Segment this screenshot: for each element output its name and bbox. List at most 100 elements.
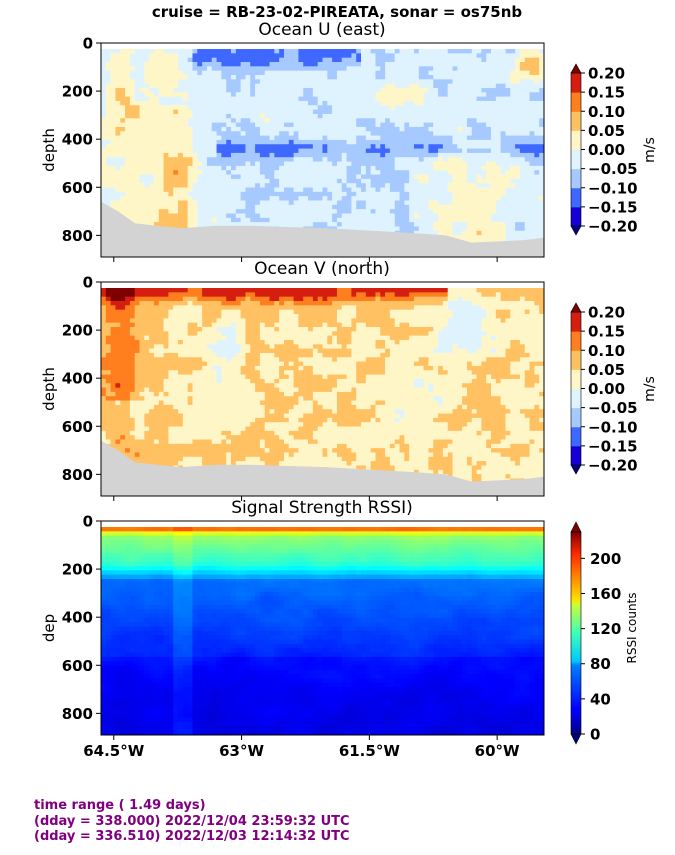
heatmap-cell xyxy=(298,126,304,132)
heatmap-cell xyxy=(139,426,145,432)
heatmap-cell xyxy=(404,131,410,137)
heatmap-cell xyxy=(149,348,155,354)
heatmap-cell xyxy=(308,126,314,132)
heatmap-cell xyxy=(192,448,198,454)
heatmap-cell xyxy=(115,70,121,76)
heatmap-cell xyxy=(515,196,521,202)
heatmap-cell xyxy=(182,322,189,328)
heatmap-cell xyxy=(125,196,131,202)
heatmap-cell xyxy=(486,118,492,124)
heatmap-cell xyxy=(240,187,247,193)
heatmap-cell xyxy=(515,222,521,228)
heatmap-cell xyxy=(486,87,492,93)
heatmap-cell xyxy=(519,200,526,206)
heatmap-cell xyxy=(534,53,540,59)
heatmap-cell xyxy=(476,79,483,85)
heatmap-cell xyxy=(471,105,478,111)
heatmap-cell xyxy=(105,92,112,98)
heatmap-cell xyxy=(101,352,107,358)
heatmap-cell xyxy=(134,435,141,441)
heatmap-cell xyxy=(182,148,189,154)
heatmap-cell xyxy=(192,296,198,302)
heatmap-cell xyxy=(206,344,213,350)
heatmap-cell xyxy=(515,139,521,145)
heatmap-cell xyxy=(462,83,468,89)
heatmap-cell xyxy=(312,187,319,193)
heatmap-cell xyxy=(178,370,184,376)
heatmap-cell xyxy=(413,100,420,106)
heatmap-cell xyxy=(139,170,145,176)
heatmap-ocean-v xyxy=(101,288,544,496)
heatmap-cell xyxy=(481,92,487,98)
y-tick-label: 200 xyxy=(62,83,93,101)
heatmap-cell xyxy=(101,161,107,167)
heatmap-cell xyxy=(341,74,348,80)
heatmap-cell xyxy=(259,135,266,141)
heatmap-cell xyxy=(197,109,203,115)
heatmap-cell xyxy=(418,74,425,80)
heatmap-cell xyxy=(486,165,492,171)
heatmap-cell xyxy=(120,422,126,428)
heatmap-cell xyxy=(144,200,150,206)
heatmap-cell xyxy=(495,135,502,141)
heatmap-cell xyxy=(216,456,222,462)
heatmap-cell xyxy=(539,131,544,137)
heatmap-cell xyxy=(129,443,136,449)
heatmap-cell xyxy=(423,209,430,215)
heatmap-cell xyxy=(312,213,319,219)
heatmap-cell xyxy=(346,200,352,206)
heatmap-cell xyxy=(211,439,218,445)
heatmap-cell xyxy=(206,439,213,445)
colorbar-extend-min xyxy=(570,225,582,236)
heatmap-cell xyxy=(221,301,227,306)
heatmap-cell xyxy=(153,183,160,189)
heatmap-cell xyxy=(173,222,179,228)
heatmap-cell xyxy=(539,92,544,98)
heatmap-cell xyxy=(370,66,377,72)
heatmap-cell xyxy=(125,213,131,219)
heatmap-cell xyxy=(139,348,145,354)
heatmap-cell xyxy=(120,374,126,380)
heatmap-cell xyxy=(293,200,300,206)
heatmap-cell xyxy=(101,157,107,163)
heatmap-cell xyxy=(298,213,304,219)
heatmap-cell xyxy=(134,178,141,184)
heatmap-cell xyxy=(457,113,463,119)
heatmap-cell xyxy=(153,92,160,98)
heatmap-cell xyxy=(221,448,227,454)
heatmap-cell xyxy=(255,187,261,193)
heatmap-cell xyxy=(471,213,478,219)
heatmap-cell xyxy=(351,161,357,167)
heatmap-cell xyxy=(168,96,174,102)
heatmap-cell xyxy=(491,161,497,167)
heatmap-cell xyxy=(322,66,328,72)
heatmap-cell xyxy=(125,352,131,358)
heatmap-cell xyxy=(187,165,194,171)
heatmap-cell xyxy=(529,122,535,128)
heatmap-cell xyxy=(168,53,174,59)
heatmap-cell xyxy=(380,92,386,98)
heatmap-cell xyxy=(394,118,401,124)
heatmap-cell xyxy=(173,452,179,458)
heatmap-cell xyxy=(105,430,112,436)
heatmap-cell xyxy=(519,66,526,72)
heatmap-cell xyxy=(216,344,222,350)
heatmap-cell xyxy=(202,335,208,341)
heatmap-cell xyxy=(442,49,449,54)
heatmap-cell xyxy=(134,144,141,150)
heatmap-cell xyxy=(404,148,410,154)
heatmap-cell xyxy=(476,139,483,145)
heatmap-cell xyxy=(389,213,396,219)
heatmap-cell xyxy=(211,79,218,85)
heatmap-cell xyxy=(216,131,222,137)
heatmap-cell xyxy=(423,222,430,228)
heatmap-cell xyxy=(495,187,502,193)
heatmap-cell xyxy=(491,209,497,215)
heatmap-cell xyxy=(356,62,362,67)
heatmap-cell xyxy=(327,122,333,128)
heatmap-cell xyxy=(298,157,304,163)
heatmap-cell xyxy=(206,217,213,223)
heatmap-cell xyxy=(442,139,449,145)
heatmap-cell xyxy=(452,109,458,115)
heatmap-cell xyxy=(413,161,420,167)
